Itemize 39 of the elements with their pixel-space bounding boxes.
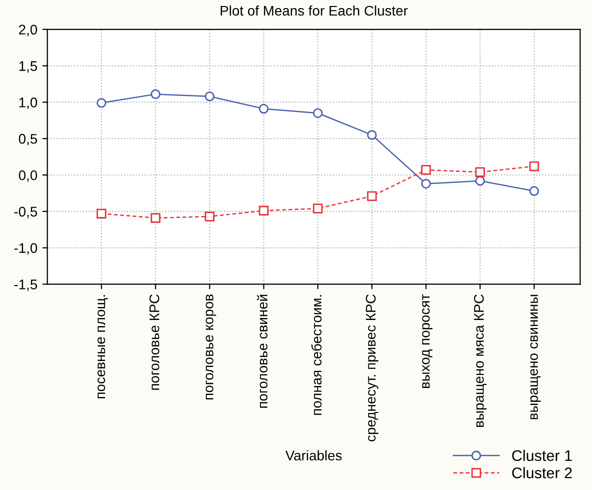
point xyxy=(258,104,269,114)
point xyxy=(421,165,431,175)
x-tick-label: поголовье свиней xyxy=(257,294,268,408)
point xyxy=(204,212,214,222)
point xyxy=(421,178,431,189)
x-axis-title: Variables xyxy=(285,450,342,460)
x-tick-label: выращено свинины xyxy=(530,294,541,420)
y-tick-label: -1,0 xyxy=(14,243,38,255)
point xyxy=(475,167,485,177)
x-tick-label: полная себестоим. xyxy=(311,295,322,415)
y-tick-label: -0,5 xyxy=(14,206,38,218)
y-tick-label: 0,0 xyxy=(18,170,38,182)
x-tick-label: поголовье КРС xyxy=(149,294,160,390)
point xyxy=(529,186,540,196)
x-tick-label: поголовье коров xyxy=(206,294,216,400)
point xyxy=(150,213,160,223)
y-tick-label: -1,5 xyxy=(14,280,38,292)
point xyxy=(312,108,323,118)
point xyxy=(204,92,214,102)
y-tick-label: 1,5 xyxy=(19,61,38,73)
point xyxy=(367,191,377,201)
y-tick-label: 1,0 xyxy=(19,98,38,110)
point xyxy=(258,206,269,216)
legend-label: Cluster 2 xyxy=(512,467,572,478)
x-tick-label: среднесут. привес КРС xyxy=(366,294,378,442)
point xyxy=(312,204,323,214)
point xyxy=(96,208,106,218)
point xyxy=(475,176,485,186)
legend-label: Cluster 1 xyxy=(512,450,572,462)
point xyxy=(367,130,377,140)
point xyxy=(150,89,160,100)
x-tick-label: выращено мяса КРС xyxy=(474,294,487,427)
point xyxy=(529,161,540,172)
x-tick-label: выход поросят xyxy=(422,294,432,388)
y-tick-label: 0,5 xyxy=(18,134,38,146)
y-tick-label: 2,0 xyxy=(19,24,38,36)
x-tick-label: посевные площ. xyxy=(98,295,108,398)
point xyxy=(96,98,106,108)
chart-title: Plot of Means for Each Cluster xyxy=(220,5,408,16)
